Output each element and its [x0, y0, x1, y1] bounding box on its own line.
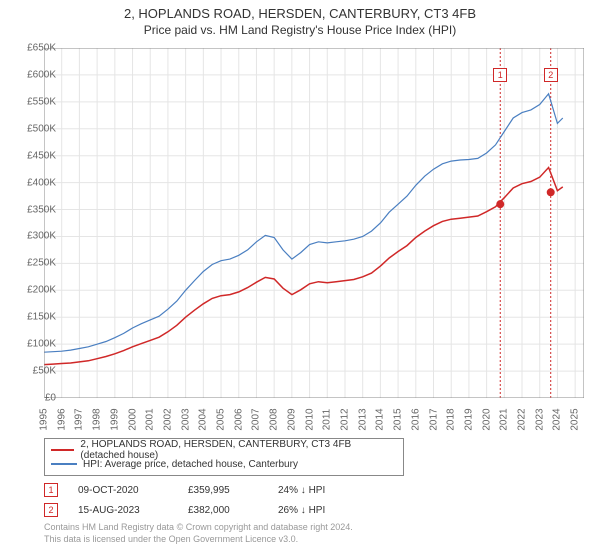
- title-sub: Price paid vs. HM Land Registry's House …: [0, 23, 600, 37]
- sale-dot: [547, 188, 555, 196]
- x-tick-label: 1996: [56, 405, 67, 435]
- sale-price: £382,000: [188, 505, 278, 516]
- x-tick-label: 1998: [92, 405, 103, 435]
- x-tick-label: 2021: [499, 405, 510, 435]
- x-tick-label: 2014: [375, 405, 386, 435]
- x-tick-label: 2013: [357, 405, 368, 435]
- sale-row: 1 09-OCT-2020 £359,995 24% ↓ HPI: [44, 480, 368, 500]
- chart-marker-icon: 2: [544, 68, 558, 82]
- y-tick-label: £550K: [16, 96, 56, 107]
- y-tick-label: £50K: [16, 366, 56, 377]
- x-tick-label: 2009: [286, 405, 297, 435]
- sale-dot: [496, 200, 504, 208]
- legend-swatch: [51, 463, 77, 465]
- sale-price: £359,995: [188, 485, 278, 496]
- x-tick-label: 2018: [446, 405, 457, 435]
- x-tick-label: 1997: [74, 405, 85, 435]
- x-tick-label: 2015: [393, 405, 404, 435]
- x-tick-label: 2022: [517, 405, 528, 435]
- chart-container: 2, HOPLANDS ROAD, HERSDEN, CANTERBURY, C…: [0, 0, 600, 560]
- x-tick-label: 2020: [481, 405, 492, 435]
- sale-marker-icon: 2: [44, 503, 58, 517]
- x-tick-label: 2006: [233, 405, 244, 435]
- x-tick-label: 1995: [39, 405, 50, 435]
- x-tick-label: 2017: [428, 405, 439, 435]
- sale-marker-icon: 1: [44, 483, 58, 497]
- title-main: 2, HOPLANDS ROAD, HERSDEN, CANTERBURY, C…: [0, 6, 600, 21]
- chart-marker-icon: 1: [493, 68, 507, 82]
- sale-stat: 24% ↓ HPI: [278, 485, 368, 496]
- x-tick-label: 2023: [534, 405, 545, 435]
- legend-item: 2, HOPLANDS ROAD, HERSDEN, CANTERBURY, C…: [51, 443, 397, 457]
- y-tick-label: £350K: [16, 204, 56, 215]
- legend: 2, HOPLANDS ROAD, HERSDEN, CANTERBURY, C…: [44, 438, 404, 476]
- y-tick-label: £450K: [16, 150, 56, 161]
- x-tick-label: 2005: [216, 405, 227, 435]
- x-tick-label: 2024: [552, 405, 563, 435]
- footer-line: This data is licensed under the Open Gov…: [44, 534, 353, 546]
- sales-table: 1 09-OCT-2020 £359,995 24% ↓ HPI 2 15-AU…: [44, 480, 368, 520]
- x-tick-label: 2019: [463, 405, 474, 435]
- series-prop: [44, 168, 563, 365]
- x-tick-label: 2010: [304, 405, 315, 435]
- x-tick-label: 2012: [339, 405, 350, 435]
- y-tick-label: £650K: [16, 43, 56, 54]
- x-tick-label: 2004: [198, 405, 209, 435]
- x-tick-label: 2016: [410, 405, 421, 435]
- y-tick-label: £100K: [16, 339, 56, 350]
- y-tick-label: £300K: [16, 231, 56, 242]
- legend-label: HPI: Average price, detached house, Cant…: [83, 459, 298, 470]
- x-tick-label: 2003: [180, 405, 191, 435]
- y-tick-label: £200K: [16, 285, 56, 296]
- y-tick-label: £150K: [16, 312, 56, 323]
- x-tick-label: 2000: [127, 405, 138, 435]
- series-hpi: [44, 94, 563, 352]
- y-tick-label: £0: [16, 393, 56, 404]
- x-tick-label: 2008: [269, 405, 280, 435]
- chart-area: 12: [44, 48, 584, 398]
- footer-attribution: Contains HM Land Registry data © Crown c…: [44, 522, 353, 545]
- x-tick-label: 2011: [322, 405, 333, 435]
- sale-date: 15-AUG-2023: [78, 505, 188, 516]
- sale-row: 2 15-AUG-2023 £382,000 26% ↓ HPI: [44, 500, 368, 520]
- x-tick-label: 2001: [145, 405, 156, 435]
- chart-titles: 2, HOPLANDS ROAD, HERSDEN, CANTERBURY, C…: [0, 0, 600, 37]
- y-tick-label: £250K: [16, 258, 56, 269]
- x-tick-label: 1999: [109, 405, 120, 435]
- y-tick-label: £500K: [16, 123, 56, 134]
- x-tick-label: 2025: [570, 405, 581, 435]
- x-tick-label: 2002: [162, 405, 173, 435]
- y-tick-label: £600K: [16, 69, 56, 80]
- footer-line: Contains HM Land Registry data © Crown c…: [44, 522, 353, 534]
- y-tick-label: £400K: [16, 177, 56, 188]
- chart-svg: [44, 48, 584, 398]
- x-tick-label: 2007: [251, 405, 262, 435]
- sale-stat: 26% ↓ HPI: [278, 505, 368, 516]
- sale-date: 09-OCT-2020: [78, 485, 188, 496]
- legend-swatch: [51, 449, 74, 451]
